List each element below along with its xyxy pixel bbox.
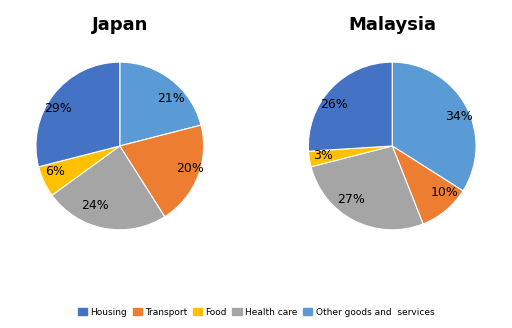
Wedge shape xyxy=(308,62,392,151)
Text: 20%: 20% xyxy=(176,162,204,175)
Wedge shape xyxy=(38,146,120,195)
Legend: Housing, Transport, Food, Health care, Other goods and  services: Housing, Transport, Food, Health care, O… xyxy=(74,304,438,320)
Wedge shape xyxy=(309,146,392,167)
Text: 24%: 24% xyxy=(81,199,109,212)
Wedge shape xyxy=(120,125,204,217)
Text: 26%: 26% xyxy=(321,98,348,111)
Text: 3%: 3% xyxy=(313,149,333,162)
Text: 21%: 21% xyxy=(157,92,184,105)
Wedge shape xyxy=(392,62,476,191)
Wedge shape xyxy=(392,146,463,224)
Text: 10%: 10% xyxy=(431,186,459,199)
Wedge shape xyxy=(311,146,423,230)
Title: Malaysia: Malaysia xyxy=(348,16,436,34)
Title: Japan: Japan xyxy=(92,16,148,34)
Wedge shape xyxy=(36,62,120,167)
Text: 27%: 27% xyxy=(337,193,365,206)
Text: 29%: 29% xyxy=(45,102,72,115)
Wedge shape xyxy=(52,146,165,230)
Wedge shape xyxy=(120,62,201,146)
Text: 34%: 34% xyxy=(445,111,473,123)
Text: 6%: 6% xyxy=(45,165,65,178)
